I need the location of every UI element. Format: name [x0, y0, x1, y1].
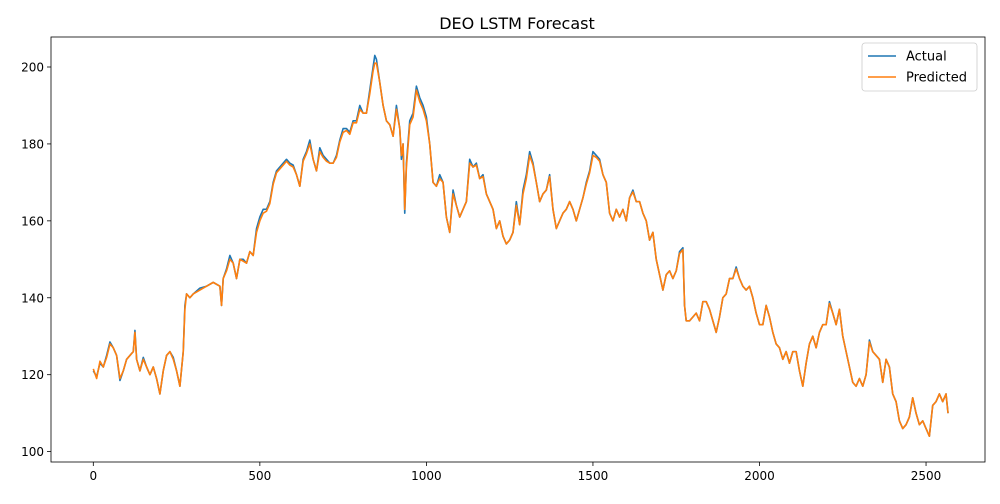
series-line-predicted [92, 62, 949, 438]
y-axis: 100 120 140 160 180 200 [21, 61, 51, 459]
legend: Actual Predicted [861, 42, 978, 92]
legend-label-predicted: Predicted [906, 71, 967, 86]
legend-box [861, 42, 978, 92]
y-tick-label: 140 [21, 291, 44, 305]
y-tick-label: 120 [21, 368, 44, 382]
x-tick-label: 2000 [744, 469, 775, 483]
x-tick-label: 1500 [578, 469, 609, 483]
x-tick-label: 0 [89, 469, 97, 483]
y-tick-label: 160 [21, 214, 44, 228]
y-tick-label: 100 [21, 445, 44, 459]
x-axis: 0 500 1000 1500 2000 2500 [89, 462, 941, 483]
y-tick-label: 200 [21, 61, 44, 75]
series-line-actual [92, 54, 949, 438]
legend-label-actual: Actual [906, 50, 947, 65]
x-tick-label: 500 [248, 469, 271, 483]
plot-area [50, 36, 986, 463]
x-tick-label: 1000 [411, 469, 442, 483]
chart-title: DEO LSTM Forecast [439, 14, 595, 33]
x-tick-label: 2500 [911, 469, 942, 483]
plot-frame [50, 36, 986, 463]
y-tick-label: 180 [21, 137, 44, 151]
